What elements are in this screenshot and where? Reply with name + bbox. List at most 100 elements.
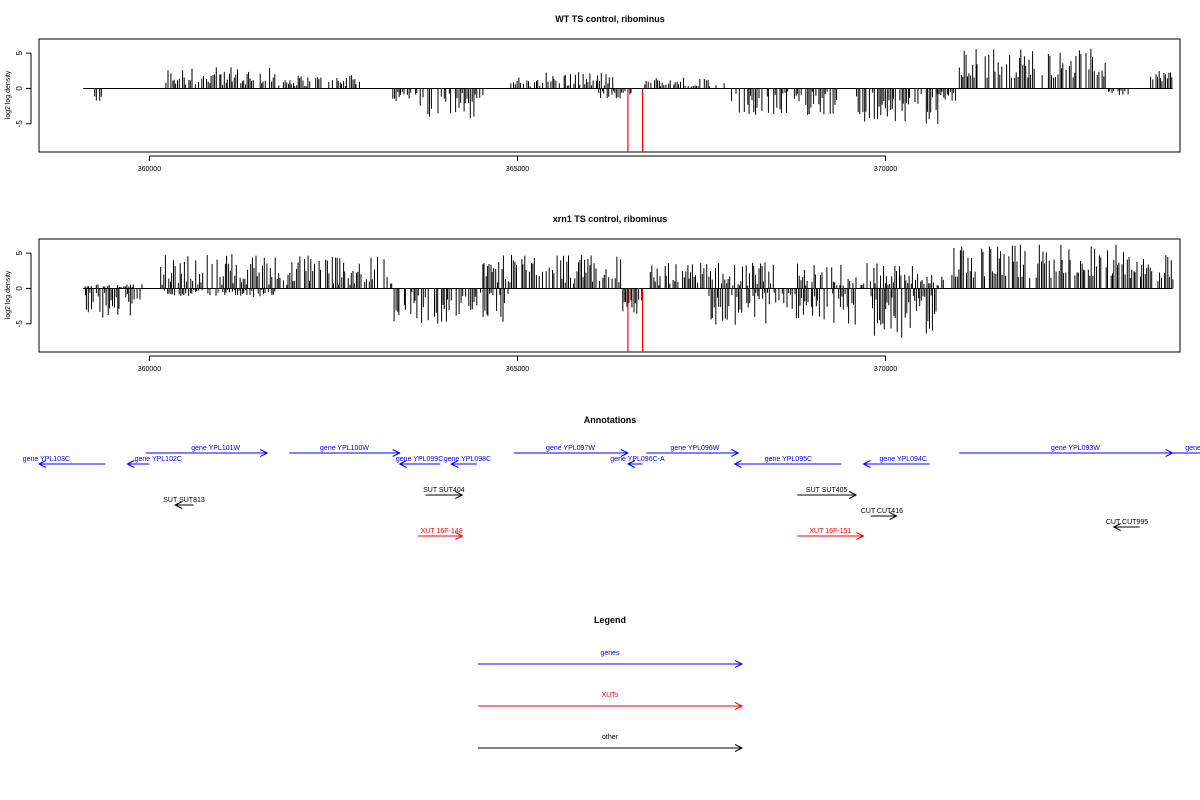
y-tick-label: 0 [15, 86, 24, 91]
legend-label: genes [600, 650, 620, 657]
feature-arrow-arrowhead [37, 460, 47, 468]
feature-arrow-arrowhead [620, 449, 630, 457]
y-axis-label: log2 log density [5, 270, 12, 319]
feature-arrow-arrowhead [455, 491, 464, 499]
feature-label: gene YPL096W [670, 445, 719, 452]
y-axis: 5 0 -5 [15, 50, 32, 128]
y-tick-label: 5 [15, 50, 24, 55]
annotation-feature: XUT 16F-151 [797, 528, 865, 540]
annotation-feature: CUT CUT995 [1106, 519, 1148, 531]
feature-label: gene YPL095C [765, 456, 812, 463]
feature-label: SUT SUT404 [423, 487, 465, 494]
feature-label: gene YPL097W [546, 445, 595, 452]
feature-label: gene YPL096C-A [610, 456, 665, 463]
x-tick-label: 360000 [138, 166, 161, 173]
legend-item: XUTs [478, 692, 744, 710]
coverage-bars [83, 244, 1174, 352]
x-axis: 360000 365000 370000 [138, 355, 897, 373]
x-tick-label: 370000 [874, 366, 897, 373]
annotation-feature: SUT SUT404 [423, 487, 465, 499]
x-tick-label: 360000 [138, 366, 161, 373]
y-axis: 5 0 -5 [15, 250, 32, 328]
feature-arrow-arrowhead [856, 532, 865, 540]
x-tick-label: 365000 [506, 166, 529, 173]
feature-arrow-arrowhead [889, 512, 898, 520]
feature-label: CUT CUT416 [861, 508, 903, 515]
feature-arrow-arrowhead [455, 532, 464, 540]
feature-arrow-arrowhead [126, 460, 135, 468]
legend-arrow-arrowhead [734, 744, 744, 752]
wt-coverage-panel: WT TS control, ribominus log2 log densit… [5, 14, 1181, 173]
x-axis: 360000 365000 370000 [138, 155, 897, 173]
legend-item: other [478, 734, 744, 752]
feature-label: SUT SUT813 [163, 497, 205, 504]
annotation-feature: SUT SUT405 [797, 487, 858, 499]
feature-arrow-arrowhead [848, 491, 858, 499]
legend-label: XUTs [602, 692, 619, 699]
annotation-feature: gene YPL096C-A [610, 456, 665, 468]
legend-arrow-arrowhead [734, 660, 744, 668]
feature-label: gene YPL100W [320, 445, 369, 452]
feature-label: XUT 16F-148 [421, 528, 463, 535]
feature-label: XUT 16F-151 [809, 528, 851, 535]
coverage-bars [83, 48, 1173, 152]
feature-arrow-arrowhead [398, 460, 407, 468]
annotation-feature: XUT 16F-148 [418, 528, 464, 540]
feature-arrow-arrowhead [862, 460, 871, 468]
feature-arrow-arrowhead [731, 449, 740, 457]
feature-arrow-arrowhead [733, 460, 742, 468]
annotation-feature: gene YPL098C [444, 456, 491, 468]
annotation-feature: gene YPL099C [396, 456, 443, 468]
feature-label: gene YPL094C [880, 456, 927, 463]
legend-label: other [602, 734, 619, 741]
feature-label: gene YPL102C [135, 456, 182, 463]
feature-label: SUT SUT405 [806, 487, 848, 494]
annotation-feature: gene YPL097W [513, 445, 630, 457]
feature-arrow-arrowhead [450, 460, 459, 468]
y-axis-label: log2 log density [5, 70, 12, 119]
panel-title: xrn1 TS control, ribominus [553, 214, 668, 224]
feature-arrow-arrowhead [626, 460, 636, 468]
annotation-feature: gene YPL103C [23, 456, 106, 468]
y-tick-label: 0 [15, 286, 24, 291]
annotation-feature: gene YPL100W [289, 445, 401, 457]
annotation-feature: gene YPL093W [959, 445, 1174, 457]
feature-arrow-arrowhead [259, 449, 269, 457]
annotation-features: gene YPL103C gene YPL102C gene YPL101W gene… [23, 445, 1200, 540]
x-tick-label: 370000 [874, 166, 897, 173]
legend-item: genes [478, 650, 744, 668]
feature-label: gene YPL098C [444, 456, 491, 463]
legend-title: Legend [594, 615, 626, 625]
y-tick-label: -5 [15, 120, 24, 128]
legend: Legend genes XUTs other [478, 615, 744, 752]
panel-title: WT TS control, ribominus [555, 14, 665, 24]
x-tick-label: 365000 [506, 366, 529, 373]
y-tick-label: 5 [15, 250, 24, 255]
feature-label: gene YPL093W [1051, 445, 1100, 452]
annotation-feature: CUT CUT416 [861, 508, 903, 520]
annotation-feature: gene YPL095C [733, 456, 842, 468]
legend-arrow-arrowhead [734, 702, 744, 710]
annotation-feature: gene YPL092 [1165, 445, 1200, 454]
feature-arrow-arrowhead [392, 449, 401, 457]
xrn1-coverage-panel: xrn1 TS control, ribominus log2 log dens… [5, 214, 1181, 373]
feature-label: gene YPL101W [191, 445, 240, 452]
feature-label: gene YPL103C [23, 456, 70, 463]
annotation-feature: gene YPL094C [862, 456, 930, 468]
annotations-track: Annotations gene YPL103C gene YPL102Cgene… [23, 415, 1200, 540]
feature-label: CUT CUT995 [1106, 519, 1148, 526]
feature-arrow-arrowhead [1112, 523, 1121, 531]
plot-frame [38, 38, 1181, 153]
legend-items: genes XUTs other [478, 650, 744, 752]
y-tick-label: -5 [15, 320, 24, 328]
feature-arrow-arrowhead [174, 501, 183, 509]
annotation-feature: gene YPL101W [145, 445, 269, 457]
feature-label: gene YPL092 [1185, 445, 1200, 452]
plot-frame [38, 238, 1181, 353]
feature-label: gene YPL099C [396, 456, 443, 463]
annotation-feature: gene YPL096W [646, 445, 740, 457]
annotation-feature: SUT SUT813 [163, 497, 205, 509]
annotation-feature: gene YPL102C [126, 456, 182, 468]
annotations-title: Annotations [584, 415, 637, 425]
